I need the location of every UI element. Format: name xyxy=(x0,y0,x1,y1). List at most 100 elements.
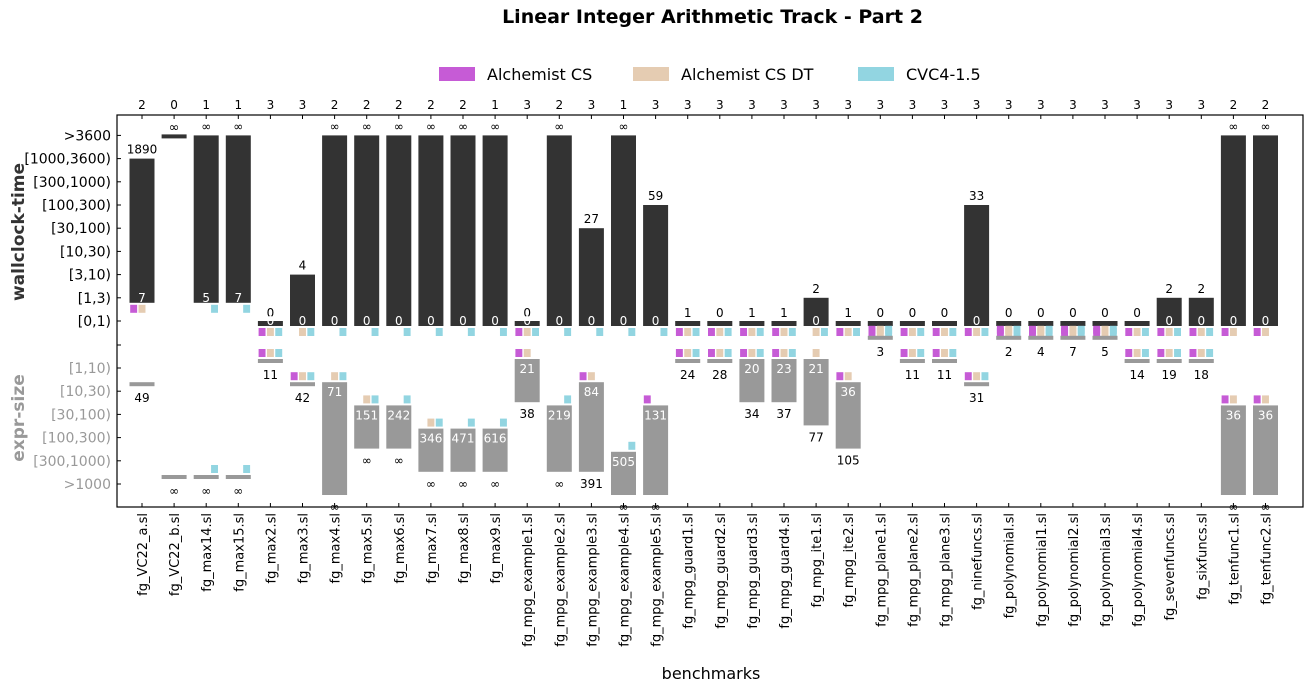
size-winner-b xyxy=(363,395,371,404)
category-label: fg_mpg_example5.sl xyxy=(650,513,665,647)
time-winner-b xyxy=(844,328,852,336)
category-label: fg_ninefuncs.sl xyxy=(971,513,986,610)
time-min-label: 7 xyxy=(234,291,242,305)
size-winner-c xyxy=(756,349,764,357)
time-winner-c xyxy=(275,328,283,336)
time-winner-c xyxy=(403,328,411,336)
time-winner-c xyxy=(467,328,475,336)
size-winner-c xyxy=(1013,325,1021,334)
time-winner-c xyxy=(788,328,796,336)
size-min-label: 71 xyxy=(327,385,342,399)
size-winner-b xyxy=(266,349,274,357)
solved-count-label: 3 xyxy=(780,98,788,112)
solved-count-label: 3 xyxy=(876,98,884,112)
size-bar xyxy=(578,382,604,472)
size-bar xyxy=(1060,335,1086,340)
solved-count-label: 3 xyxy=(1037,98,1045,112)
time-min-label: 0 xyxy=(395,314,403,328)
size-winner-b xyxy=(812,349,820,357)
size-winner-b xyxy=(1262,395,1269,404)
time-tick-label: [10,30) xyxy=(60,244,111,260)
size-bar xyxy=(611,451,636,495)
plot-frame xyxy=(116,114,1304,508)
size-bar xyxy=(546,405,572,472)
time-winner-a xyxy=(932,328,940,336)
time-min-label: 0 xyxy=(1230,314,1238,328)
time-max-label: 1 xyxy=(844,306,852,320)
solved-count-label: 3 xyxy=(941,98,949,112)
time-winner-c xyxy=(211,304,218,313)
size-winner-a xyxy=(1189,349,1197,357)
time-winner-c xyxy=(692,328,700,336)
time-winner-a xyxy=(1125,328,1133,336)
size-min-label: 151 xyxy=(355,408,378,422)
size-min-label: 219 xyxy=(548,408,571,422)
size-max-label: 11 xyxy=(937,368,952,382)
time-max-label: 2 xyxy=(1197,282,1205,296)
category-label: fg_max9.sl xyxy=(489,513,504,583)
time-winner-a xyxy=(1253,328,1261,336)
solved-count-label: 2 xyxy=(395,98,403,112)
time-winner-a xyxy=(675,328,683,336)
size-winner-c xyxy=(1109,325,1117,334)
time-max-label: 0 xyxy=(1069,306,1077,320)
size-winner-c xyxy=(1206,349,1214,357)
category-label: fg_max3.sl xyxy=(297,513,312,583)
size-winner-c xyxy=(564,395,572,404)
size-winner-a xyxy=(1029,325,1036,334)
size-min-label: 21 xyxy=(808,362,823,376)
time-tick-label: [100,300) xyxy=(42,198,111,214)
time-max-label: 0 xyxy=(941,306,949,320)
category-label: fg_polynomial.sl xyxy=(1003,513,1018,618)
solved-count-label: 3 xyxy=(909,98,917,112)
time-winner-b xyxy=(973,328,981,336)
solved-count-label: 2 xyxy=(427,98,435,112)
size-bar xyxy=(675,359,701,363)
solved-count-label: 3 xyxy=(1101,98,1109,112)
size-winner-a xyxy=(900,349,908,357)
time-min-label: 0 xyxy=(299,314,307,328)
size-tick-label: [30,100) xyxy=(51,407,111,423)
size-max-label: 24 xyxy=(680,368,695,382)
time-max-label: 27 xyxy=(584,212,599,226)
time-winner-b xyxy=(780,328,788,336)
category-label: fg_tenfunc2.sl xyxy=(1260,513,1275,605)
time-bar xyxy=(578,228,604,326)
time-winner-b xyxy=(716,328,724,336)
size-bar xyxy=(1124,359,1150,363)
category-label: fg_tenfunc1.sl xyxy=(1227,513,1242,605)
time-max-label: 0 xyxy=(1101,306,1109,320)
size-max-label: 38 xyxy=(520,407,535,421)
solved-count-label: 0 xyxy=(170,98,178,112)
size-bar xyxy=(835,382,861,449)
size-bar xyxy=(1156,359,1182,363)
size-bar xyxy=(964,382,990,387)
size-max-label: 31 xyxy=(969,391,984,405)
size-winner-b xyxy=(523,349,531,357)
size-winner-b xyxy=(876,325,884,334)
time-winner-b xyxy=(299,328,306,336)
size-bar xyxy=(1188,359,1214,363)
time-winner-c xyxy=(853,328,860,336)
size-max-label: ∞ xyxy=(619,500,629,514)
size-winner-c xyxy=(499,418,507,427)
size-tick-label: [10,30) xyxy=(60,384,111,400)
time-winner-a xyxy=(708,328,715,336)
time-winner-b xyxy=(1262,328,1269,336)
size-min-label: 20 xyxy=(744,362,759,376)
size-max-label: ∞ xyxy=(330,500,340,514)
time-max-label: 0 xyxy=(876,306,884,320)
category-label: fg_mpg_ite1.sl xyxy=(810,513,825,608)
time-bar xyxy=(707,321,733,326)
time-winner-c xyxy=(981,328,989,336)
size-winner-b xyxy=(1101,325,1109,334)
solved-count-label: 2 xyxy=(1262,98,1270,112)
time-max-label: 1 xyxy=(684,306,692,320)
size-max-label: 14 xyxy=(1129,368,1144,382)
time-winner-c xyxy=(339,328,347,336)
size-winner-b xyxy=(1133,349,1141,357)
size-max-label: 37 xyxy=(776,407,791,421)
size-winner-c xyxy=(243,465,251,473)
size-winner-a xyxy=(932,349,940,357)
time-min-label: 0 xyxy=(267,314,275,328)
